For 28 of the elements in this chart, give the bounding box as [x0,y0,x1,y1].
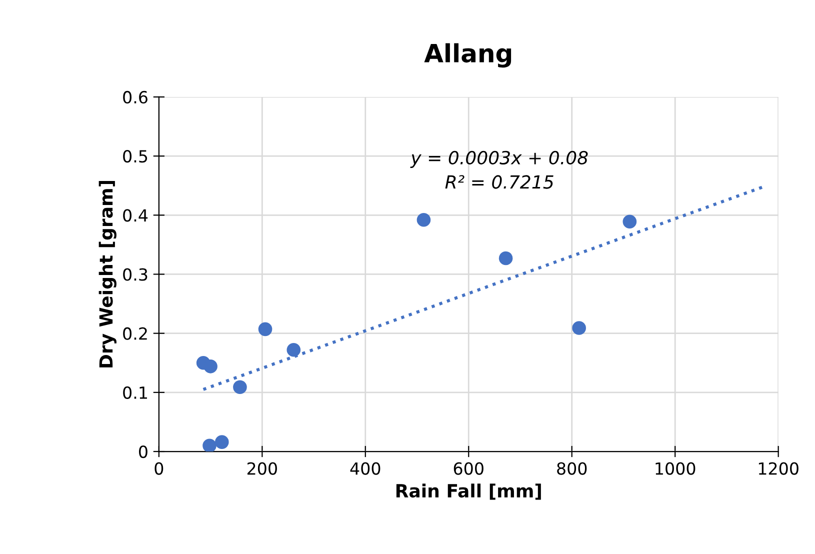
annotation: y = 0.0003x + 0.08 R² = 0.7215 [410,150,588,189]
y-tick-label: 0.6 [123,90,148,104]
x-tick-label: 800 [557,462,587,475]
y-tick-label: 0.2 [123,327,147,340]
x-tick-label: 1200 [758,462,798,475]
chart-title: Allang [424,43,512,68]
y-axis-title: Dry Weight [gram] [98,180,116,368]
x-tick-label: 0 [154,462,164,475]
y-tick-label: 0.3 [123,268,148,281]
point [498,251,513,266]
x-tick-label: 1000 [656,462,696,475]
point [202,438,216,452]
point [572,321,586,335]
y-tick-label: 0.1 [123,386,147,399]
point [233,380,247,394]
x-tick-label: 600 [454,462,484,475]
point [622,214,637,229]
point [286,342,301,357]
y-tick-label: 0 [139,445,148,458]
x-tick-label: 400 [350,462,380,475]
x-axis-title: Rain Fall [mm] [396,484,541,500]
y-tick-label: 0.4 [123,209,148,222]
y-tick-label: 0.5 [123,150,148,163]
point [258,322,272,336]
point [214,435,229,449]
point [204,360,218,374]
point [416,212,431,227]
x-tick-label: 200 [247,462,277,475]
